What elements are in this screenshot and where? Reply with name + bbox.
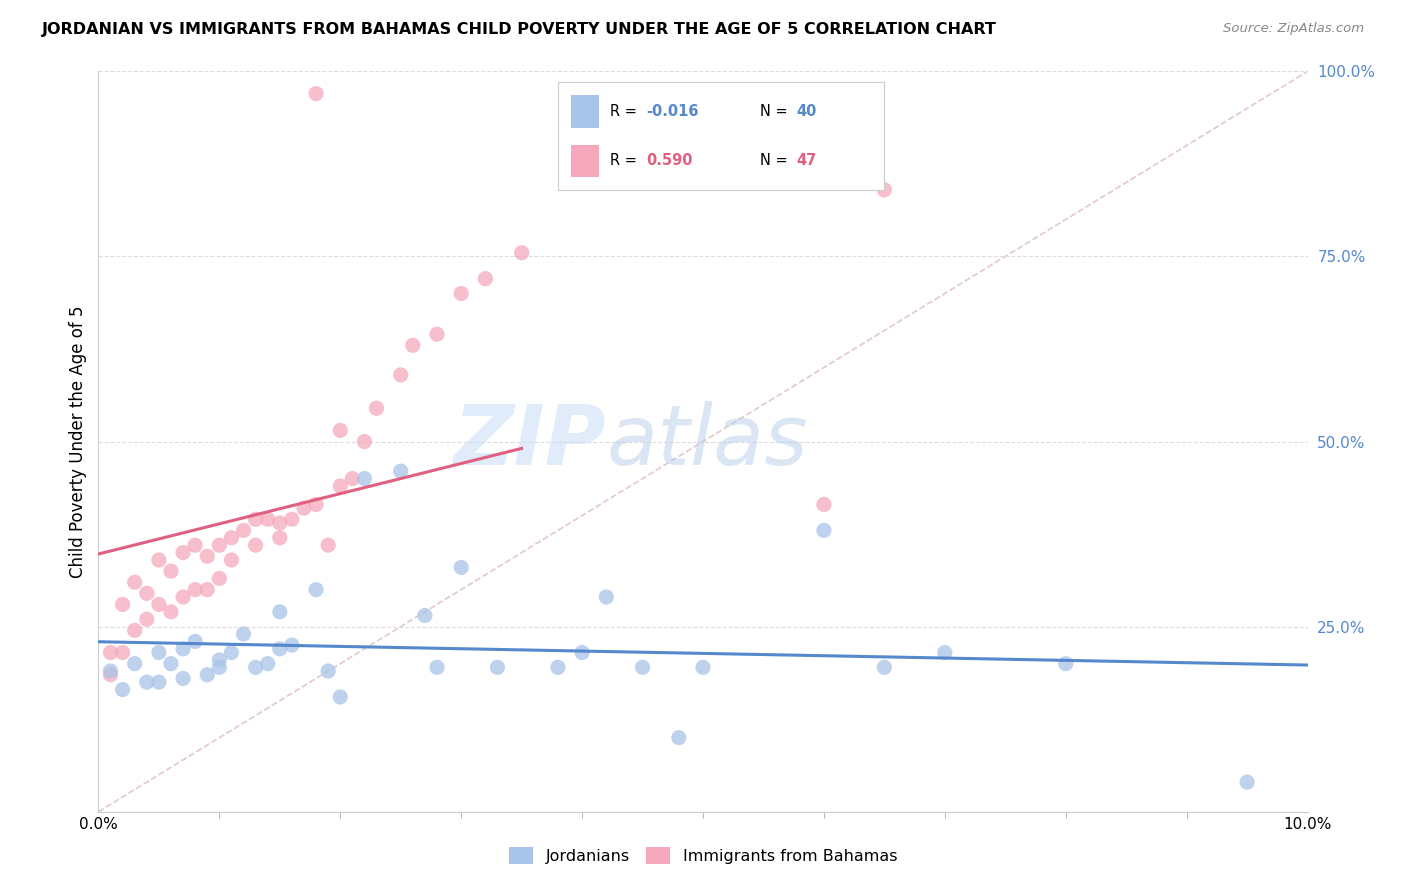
Point bbox=[148, 553, 170, 567]
Point bbox=[100, 664, 122, 678]
Point bbox=[571, 646, 593, 660]
Point bbox=[160, 605, 183, 619]
Point bbox=[281, 638, 304, 652]
Point bbox=[160, 564, 183, 578]
Point bbox=[547, 660, 569, 674]
Point bbox=[100, 646, 122, 660]
Point bbox=[813, 524, 835, 538]
Point bbox=[232, 627, 254, 641]
Point bbox=[221, 531, 243, 545]
Point bbox=[450, 560, 472, 574]
Point bbox=[135, 675, 157, 690]
Point bbox=[124, 657, 146, 671]
Point bbox=[631, 660, 654, 674]
Point bbox=[195, 582, 218, 597]
Point bbox=[269, 516, 291, 530]
Point bbox=[160, 657, 183, 671]
Point bbox=[245, 660, 267, 674]
Point bbox=[595, 590, 617, 604]
Point bbox=[292, 501, 315, 516]
Point bbox=[329, 424, 352, 438]
Point bbox=[692, 660, 714, 674]
Point bbox=[256, 657, 278, 671]
Point bbox=[281, 512, 304, 526]
Point bbox=[366, 401, 388, 416]
Point bbox=[148, 598, 170, 612]
Point bbox=[208, 653, 231, 667]
Point bbox=[221, 553, 243, 567]
Point bbox=[111, 598, 134, 612]
Point bbox=[184, 582, 207, 597]
Point bbox=[426, 327, 449, 342]
Point bbox=[486, 660, 509, 674]
Point bbox=[474, 271, 496, 285]
Point bbox=[172, 546, 194, 560]
Point bbox=[245, 512, 267, 526]
Point bbox=[813, 498, 835, 512]
Point bbox=[426, 660, 449, 674]
Text: JORDANIAN VS IMMIGRANTS FROM BAHAMAS CHILD POVERTY UNDER THE AGE OF 5 CORRELATIO: JORDANIAN VS IMMIGRANTS FROM BAHAMAS CHI… bbox=[42, 22, 997, 37]
Point bbox=[111, 646, 134, 660]
Point bbox=[124, 624, 146, 638]
Point bbox=[316, 664, 339, 678]
Point bbox=[195, 667, 218, 681]
Point bbox=[269, 641, 291, 656]
Point bbox=[1236, 775, 1258, 789]
Text: Source: ZipAtlas.com: Source: ZipAtlas.com bbox=[1223, 22, 1364, 36]
Point bbox=[668, 731, 690, 745]
Point bbox=[172, 672, 194, 686]
Point bbox=[221, 646, 243, 660]
Point bbox=[135, 586, 157, 600]
Point bbox=[111, 682, 134, 697]
Point bbox=[172, 590, 194, 604]
Point bbox=[389, 464, 412, 478]
Text: ZIP: ZIP bbox=[454, 401, 606, 482]
Point bbox=[342, 471, 364, 485]
Point bbox=[269, 531, 291, 545]
Point bbox=[353, 471, 375, 485]
Point bbox=[329, 690, 352, 704]
Point bbox=[329, 479, 352, 493]
Point bbox=[873, 183, 896, 197]
Point bbox=[316, 538, 339, 552]
Point bbox=[100, 667, 122, 681]
Point bbox=[148, 646, 170, 660]
Point bbox=[353, 434, 375, 449]
Point bbox=[232, 524, 254, 538]
Point bbox=[172, 641, 194, 656]
Point bbox=[208, 572, 231, 586]
Point bbox=[413, 608, 436, 623]
Point bbox=[148, 675, 170, 690]
Point bbox=[305, 498, 328, 512]
Point bbox=[269, 605, 291, 619]
Point bbox=[256, 512, 278, 526]
Point bbox=[195, 549, 218, 564]
Point bbox=[208, 660, 231, 674]
Point bbox=[245, 538, 267, 552]
Legend: Jordanians, Immigrants from Bahamas: Jordanians, Immigrants from Bahamas bbox=[502, 841, 904, 871]
Point bbox=[305, 582, 328, 597]
Point bbox=[450, 286, 472, 301]
Point bbox=[934, 646, 956, 660]
Point bbox=[184, 538, 207, 552]
Point bbox=[389, 368, 412, 382]
Point bbox=[135, 612, 157, 626]
Point bbox=[1054, 657, 1077, 671]
Point bbox=[305, 87, 328, 101]
Text: atlas: atlas bbox=[606, 401, 808, 482]
Point bbox=[402, 338, 425, 352]
Point bbox=[208, 538, 231, 552]
Point bbox=[873, 660, 896, 674]
Point bbox=[510, 245, 533, 260]
Point bbox=[124, 575, 146, 590]
Point bbox=[184, 634, 207, 648]
Y-axis label: Child Poverty Under the Age of 5: Child Poverty Under the Age of 5 bbox=[69, 305, 87, 578]
